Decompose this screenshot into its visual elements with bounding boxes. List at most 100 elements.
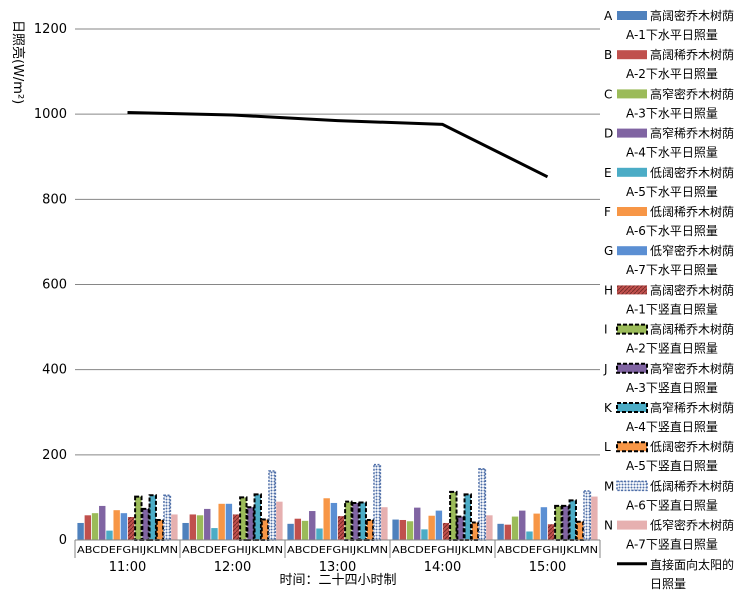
bar-B-15:00 — [504, 524, 512, 540]
bar-A-14:00 — [392, 519, 399, 540]
legend-label: 直接面向太阳的 — [650, 557, 734, 572]
bar-marks — [77, 463, 598, 542]
legend-label: 低阔稀乔木树荫 — [650, 478, 734, 493]
bar-B-13:00 — [294, 518, 302, 540]
legend-letter: H — [604, 283, 613, 297]
bar-G-14:00 — [435, 510, 443, 540]
legend-label-line2: A-6下竖直日照量 — [626, 498, 718, 512]
legend-label: 低窄密乔木树荫 — [650, 243, 734, 258]
bar-C-11:00 — [91, 513, 99, 540]
legend-letter: D — [604, 127, 613, 141]
legend-swatch — [617, 207, 647, 216]
legend-label-line2: A-3下竖直日照量 — [626, 381, 718, 395]
bar-A-12:00 — [182, 522, 189, 540]
bar-J-11:00 — [141, 507, 150, 541]
legend-swatch — [617, 167, 647, 177]
legend-label-line2: A-1下水平日照量 — [626, 28, 718, 42]
bar-D-12:00 — [204, 508, 211, 540]
legend-letter: B — [604, 48, 612, 62]
bar-M-13:00 — [373, 463, 382, 541]
legend-letter: J — [603, 362, 608, 376]
legend-label-line2: A-3下水平日照量 — [626, 106, 718, 120]
bar-I-15:00 — [554, 504, 563, 541]
legend-label: 高窄稀乔木树荫 — [650, 400, 734, 415]
legend-label: 低窄密乔木树荫 — [650, 518, 734, 533]
bar-C-12:00 — [196, 515, 204, 540]
bar-C-14:00 — [406, 521, 414, 540]
x-tick-label: 11:00 — [109, 560, 146, 575]
bar-B-12:00 — [189, 514, 197, 540]
legend-label-line2: A-5下水平日照量 — [626, 185, 718, 199]
bar-E-11:00 — [106, 530, 113, 540]
y-tick-label: 600 — [42, 278, 67, 293]
legend-label-line2: A-2下水平日照量 — [626, 67, 718, 81]
bar-K-15:00 — [568, 499, 577, 541]
bar-K-11:00 — [148, 494, 157, 542]
bar-D-14:00 — [414, 507, 421, 540]
legend-label-line2: A-1下竖直日照量 — [626, 302, 718, 316]
x-tick-label: 15:00 — [529, 560, 566, 575]
legend-letter: E — [604, 166, 612, 180]
y-tick-label: 200 — [42, 448, 67, 463]
bar-J-13:00 — [351, 501, 360, 542]
legend-label: 高窄密乔木树荫 — [650, 361, 734, 376]
legend-letter: I — [604, 323, 608, 337]
bar-G-13:00 — [330, 502, 338, 540]
legend-label: 高窄稀乔木树荫 — [650, 126, 734, 141]
x-tick-label: 12:00 — [214, 560, 251, 575]
x-axis-title: 时间：二十四小时制 — [279, 573, 396, 588]
legend-swatch — [617, 285, 647, 295]
x-tick-label: 14:00 — [424, 560, 461, 575]
legend-swatch — [616, 402, 648, 413]
bar-B-11:00 — [84, 515, 92, 540]
bar-L-13:00 — [365, 518, 375, 542]
legend: A 高阔密乔木树荫 A-1下水平日照量 B 高阔稀乔木树荫 A-2下水平日照量 C 高窄密乔木… — [603, 8, 734, 591]
legend-label: 高窄密乔木树荫 — [650, 86, 734, 101]
bar-E-12:00 — [211, 528, 218, 540]
legend-letter: M — [604, 479, 614, 493]
bar-I-14:00 — [449, 490, 458, 541]
bar-N-14:00 — [486, 515, 493, 540]
legend-label-line2: 日照量 — [650, 577, 686, 591]
bar-M-14:00 — [478, 468, 487, 541]
bar-G-15:00 — [540, 507, 548, 540]
legend-label-line2: A-2下竖直日照量 — [626, 342, 718, 356]
legend-letter: F — [604, 205, 611, 219]
bar-F-11:00 — [113, 510, 120, 540]
bar-D-13:00 — [309, 511, 316, 540]
bar-K-12:00 — [253, 493, 262, 541]
bar-H-15:00 — [547, 524, 555, 540]
legend-label: 高阔密乔木树荫 — [650, 282, 734, 297]
bar-J-12:00 — [246, 506, 255, 542]
bar-H-13:00 — [337, 516, 345, 540]
legend-label: 高阔密乔木树荫 — [650, 8, 734, 23]
bar-K-13:00 — [358, 501, 367, 542]
legend-swatch — [616, 323, 648, 335]
bar-F-14:00 — [428, 515, 435, 540]
bar-K-14:00 — [463, 493, 472, 541]
x-category-letters: ABCDEFGHIJKLMN — [77, 545, 178, 556]
legend-swatch — [616, 480, 648, 492]
legend-label: 低阔稀乔木树荫 — [650, 204, 734, 219]
x-category-letters: ABCDEFGHIJKLMN — [497, 545, 598, 556]
bar-F-12:00 — [218, 503, 225, 540]
legend-label-line2: A-4下水平日照量 — [626, 146, 718, 160]
bar-A-15:00 — [497, 523, 504, 540]
legend-swatch — [617, 128, 647, 138]
bar-E-13:00 — [316, 528, 323, 540]
bar-C-13:00 — [301, 520, 309, 540]
legend-label: 高阔稀乔木树荫 — [650, 322, 734, 337]
bar-N-15:00 — [591, 496, 598, 540]
bar-I-11:00 — [134, 495, 143, 542]
legend-label: 高阔稀乔木树荫 — [650, 47, 734, 62]
legend-letter: C — [604, 87, 612, 101]
bar-L-11:00 — [155, 518, 165, 542]
legend-letter: N — [604, 519, 613, 533]
bar-N-13:00 — [381, 507, 388, 540]
bar-D-15:00 — [519, 510, 526, 540]
bar-J-15:00 — [561, 504, 570, 541]
bar-G-12:00 — [225, 503, 233, 540]
y-tick-label: 1000 — [34, 107, 67, 122]
bar-F-15:00 — [533, 513, 540, 540]
